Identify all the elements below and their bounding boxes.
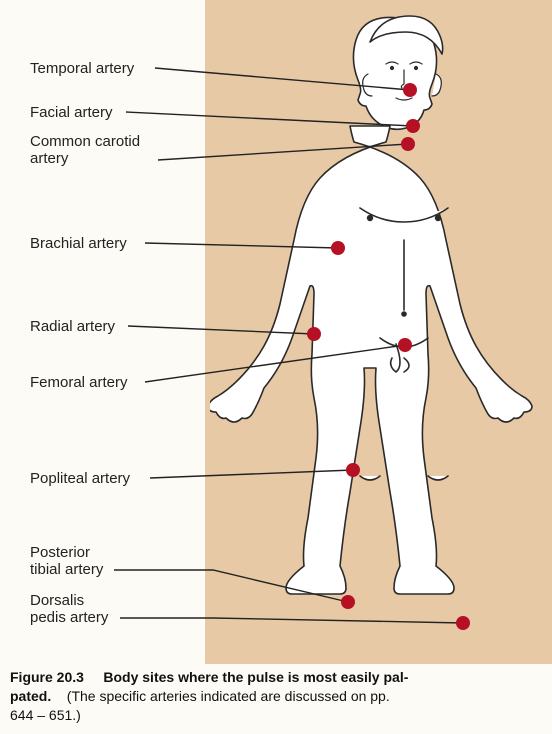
label-carotid: Common carotid artery — [30, 133, 140, 168]
pulse-dot-radial — [307, 327, 321, 341]
label-brachial: Brachial artery — [30, 235, 127, 252]
pulse-dot-temporal — [403, 83, 417, 97]
label-temporal: Temporal artery — [30, 60, 134, 77]
page: Temporal artery Facial artery Common carot… — [0, 0, 552, 734]
pulse-dot-pt — [341, 595, 355, 609]
caption-fig-number: Figure 20.3 — [10, 669, 84, 685]
figure-caption: Figure 20.3 Body sites where the pulse i… — [10, 668, 540, 725]
caption-rest: (The specific arteries indicated are dis… — [10, 688, 390, 723]
pulse-dot-carotid — [401, 137, 415, 151]
label-popliteal: Popliteal artery — [30, 470, 130, 487]
label-dp: Dorsalis pedis artery — [30, 592, 108, 627]
pulse-dot-brachial — [331, 241, 345, 255]
pulse-dot-popliteal — [346, 463, 360, 477]
pulse-dot-femoral — [398, 338, 412, 352]
body-outline — [210, 8, 545, 660]
label-femoral: Femoral artery — [30, 374, 128, 391]
label-radial: Radial artery — [30, 318, 115, 335]
label-facial: Facial artery — [30, 104, 113, 121]
label-pt: Posterior tibial artery — [30, 544, 103, 579]
pulse-dot-facial — [406, 119, 420, 133]
pulse-dot-dp — [456, 616, 470, 630]
